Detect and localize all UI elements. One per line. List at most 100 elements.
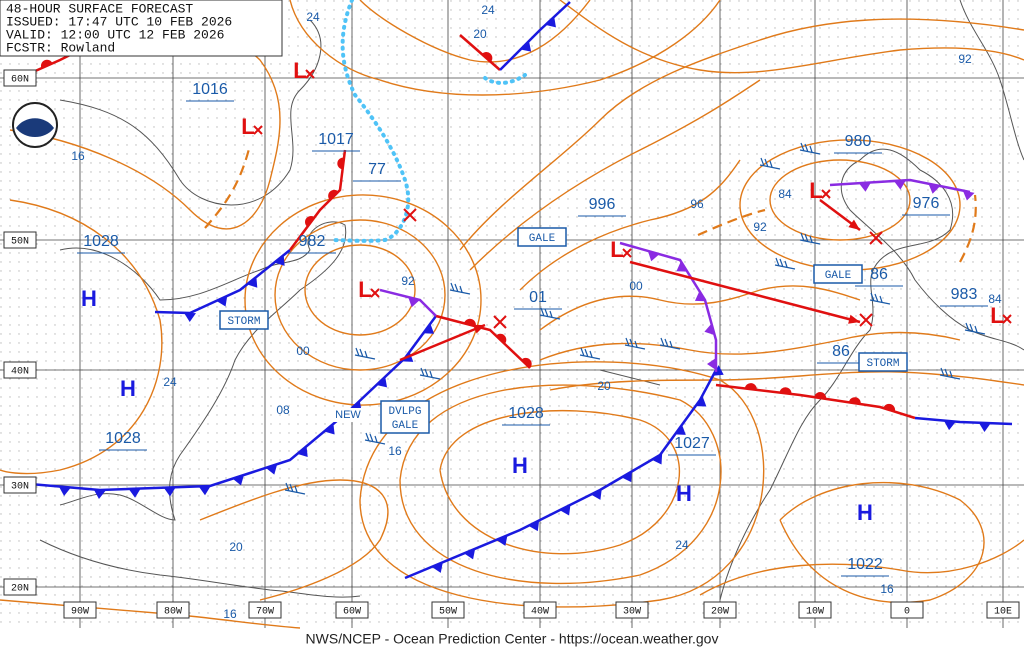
contour-label: 16 bbox=[223, 607, 237, 621]
contour-label: 16 bbox=[71, 149, 85, 163]
front-symbol bbox=[40, 59, 53, 69]
cold-front bbox=[154, 249, 291, 315]
contour-label: 92 bbox=[753, 220, 767, 234]
high-center: H bbox=[120, 376, 136, 401]
high-center: H bbox=[512, 453, 528, 478]
warning-label: STORM bbox=[866, 358, 899, 370]
front-symbol bbox=[305, 216, 315, 227]
contour-label: 24 bbox=[675, 538, 689, 552]
contour-label: 16 bbox=[880, 582, 894, 596]
pressure-label: 996 bbox=[589, 196, 616, 213]
label-box bbox=[523, 601, 557, 619]
wind-barb bbox=[449, 282, 471, 295]
pressure-label: 982 bbox=[299, 233, 326, 250]
front-symbol bbox=[674, 424, 686, 435]
label-box bbox=[798, 601, 832, 619]
isobar bbox=[779, 481, 985, 604]
front-symbol bbox=[58, 486, 71, 496]
front-symbol bbox=[676, 261, 688, 272]
front-symbol bbox=[481, 52, 493, 62]
front-symbol bbox=[848, 397, 861, 405]
occluded-front bbox=[379, 288, 437, 317]
ice-edge bbox=[483, 73, 527, 85]
trough bbox=[204, 144, 252, 229]
front-symbol bbox=[464, 318, 476, 327]
isobar bbox=[469, 79, 761, 271]
front-symbol bbox=[591, 489, 602, 500]
contour-label: 20 bbox=[229, 540, 243, 554]
coastline bbox=[599, 369, 661, 386]
front-symbol bbox=[246, 276, 258, 288]
contour-label: 92 bbox=[401, 274, 415, 288]
front-symbol bbox=[559, 504, 571, 516]
warning-box bbox=[219, 310, 269, 330]
map-background bbox=[0, 0, 1024, 628]
new-label: NEW bbox=[335, 409, 361, 421]
label-box bbox=[703, 601, 737, 619]
low-marker bbox=[370, 288, 380, 298]
label-box bbox=[3, 231, 37, 249]
front-symbol bbox=[883, 403, 896, 412]
longitude-label: 10W bbox=[806, 607, 824, 618]
warning-label: STORM bbox=[227, 316, 260, 328]
label-box bbox=[3, 578, 37, 596]
warning-label: GALE bbox=[529, 233, 556, 245]
contour-label: 00 bbox=[629, 279, 643, 293]
low-marker bbox=[305, 69, 315, 79]
ice-edge bbox=[328, 0, 411, 243]
contour-label: 92 bbox=[958, 52, 972, 66]
front-symbol bbox=[232, 474, 244, 486]
isobar bbox=[559, 0, 1024, 74]
front-symbol bbox=[647, 250, 660, 262]
longitude-label: 70W bbox=[256, 607, 274, 618]
front-symbol bbox=[337, 157, 345, 170]
coastline bbox=[959, 0, 1024, 161]
storm-track bbox=[399, 323, 486, 362]
wind-barb bbox=[964, 322, 986, 335]
coastline bbox=[719, 148, 1024, 601]
warning-box bbox=[380, 400, 430, 434]
isobar bbox=[539, 285, 861, 331]
warning-label: GALE bbox=[825, 270, 852, 282]
pressure-label: 980 bbox=[845, 133, 872, 150]
longitude-label: 40W bbox=[531, 607, 549, 618]
isobar bbox=[199, 479, 389, 601]
wind-barb bbox=[799, 232, 821, 245]
cold-front bbox=[914, 416, 1013, 426]
low-marker bbox=[622, 248, 632, 258]
front-symbol bbox=[858, 182, 871, 192]
isobar bbox=[549, 371, 1024, 391]
header-line: 48-HOUR SURFACE FORECAST bbox=[6, 1, 193, 16]
wind-barb bbox=[419, 367, 441, 380]
contour-label: 00 bbox=[296, 344, 310, 358]
contour-label: 84 bbox=[988, 292, 1002, 306]
pressure-label: 976 bbox=[913, 195, 940, 212]
front-symbol bbox=[943, 420, 956, 431]
label-box bbox=[63, 601, 97, 619]
front-symbol bbox=[928, 183, 941, 194]
front-symbol bbox=[297, 446, 308, 457]
warning-box bbox=[517, 227, 567, 247]
low-marker bbox=[253, 125, 263, 135]
isobar bbox=[739, 139, 961, 271]
front-symbol bbox=[464, 548, 476, 560]
wind-barb bbox=[624, 337, 646, 350]
low-center: L bbox=[241, 114, 254, 139]
contour-label: 96 bbox=[690, 197, 704, 211]
footer: NWS/NCEP - Ocean Prediction Center - htt… bbox=[306, 631, 719, 647]
pressure-label: 1022 bbox=[847, 556, 883, 573]
pressure-label: 1028 bbox=[83, 233, 119, 250]
wind-barb bbox=[799, 142, 821, 155]
pressure-label: 77 bbox=[368, 161, 386, 178]
pressure-label: 86 bbox=[870, 266, 888, 283]
low-center: L bbox=[293, 58, 306, 83]
coastline bbox=[59, 221, 347, 521]
header-line: ISSUED: 17:47 UTC 10 FEB 2026 bbox=[6, 14, 232, 29]
low-center: L bbox=[358, 277, 371, 302]
trough bbox=[697, 208, 766, 237]
header-box bbox=[0, 0, 283, 57]
front-symbol bbox=[431, 562, 443, 573]
front-symbol bbox=[814, 392, 827, 399]
longitude-label: 50W bbox=[439, 607, 457, 618]
